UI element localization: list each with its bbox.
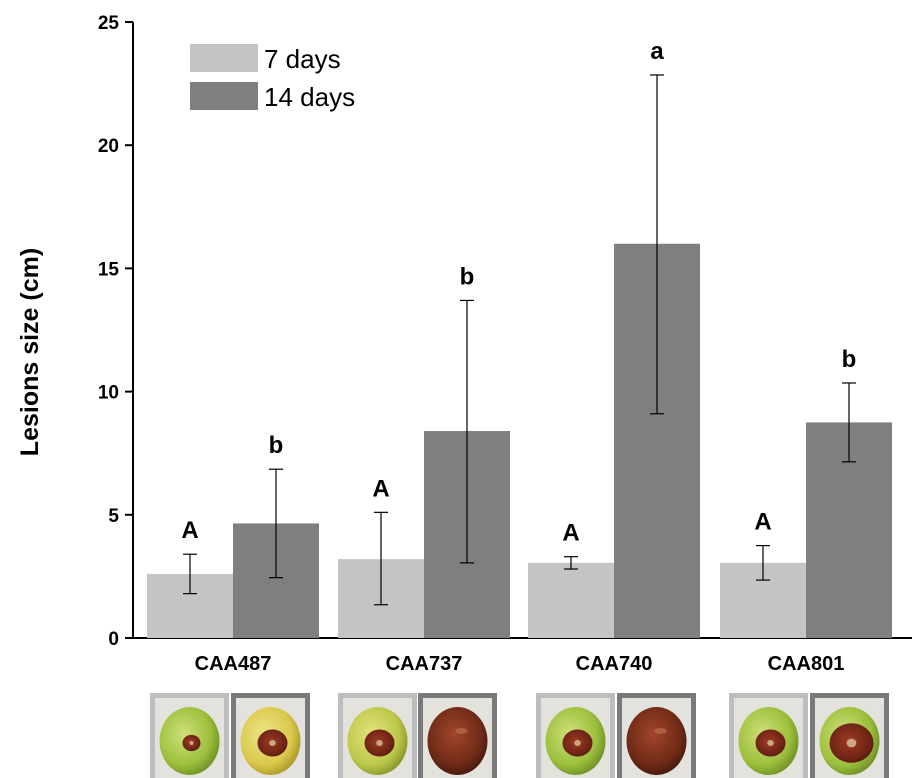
x-axis-categories: CAA487 CAA737 CAA740 CAA801	[195, 653, 845, 675]
bar	[528, 562, 614, 638]
apple-highlight	[654, 728, 667, 734]
y-tick-label: 20	[98, 136, 119, 157]
lesion-center	[846, 738, 857, 748]
significance-label: b	[842, 346, 857, 373]
apple-photo	[729, 693, 808, 778]
lesion-center	[189, 741, 194, 745]
apple-photos-row	[150, 693, 889, 778]
apple-photo	[536, 693, 615, 778]
apple-highlight	[455, 728, 468, 734]
x-category-label: CAA740	[576, 653, 653, 675]
x-category-label: CAA737	[386, 653, 463, 675]
legend-label: 7 days	[264, 44, 341, 74]
y-tick-label: 0	[108, 629, 119, 650]
significance-label: A	[754, 509, 771, 536]
legend-swatch	[190, 44, 258, 72]
significance-label: A	[562, 520, 579, 547]
x-category-label: CAA487	[195, 653, 272, 675]
lesion-center	[767, 740, 774, 746]
lesion-center	[269, 740, 276, 746]
significance-label: a	[650, 38, 664, 65]
significance-labels-group: A A A Ab b a b	[181, 38, 856, 547]
apple-fruit	[626, 707, 687, 775]
apple-photo	[150, 693, 229, 778]
significance-label: A	[181, 517, 198, 544]
apple-photo	[231, 693, 310, 778]
y-tick-label: 5	[108, 506, 119, 527]
significance-label: b	[460, 263, 475, 290]
apple-photo	[617, 693, 696, 778]
error-bars-group	[183, 74, 856, 606]
significance-label: b	[269, 432, 284, 459]
lesion-center	[376, 740, 383, 746]
apple-photo	[810, 693, 889, 778]
x-category-label: CAA801	[768, 653, 845, 675]
legend-swatch	[190, 82, 258, 110]
apple-photo	[338, 693, 417, 778]
legend-label: 14 days	[264, 82, 355, 112]
apple-photo	[418, 693, 497, 778]
y-tick-label: 25	[98, 13, 120, 34]
legend: 7 days 14 days	[190, 44, 355, 112]
bars-group	[147, 243, 892, 638]
significance-label: A	[372, 475, 389, 502]
y-tick-label: 15	[98, 259, 120, 280]
y-tick-label: 10	[98, 383, 119, 404]
y-axis-label: Lesions size (cm)	[16, 248, 44, 456]
apple-fruit	[427, 707, 488, 775]
lesion-center	[574, 740, 581, 746]
